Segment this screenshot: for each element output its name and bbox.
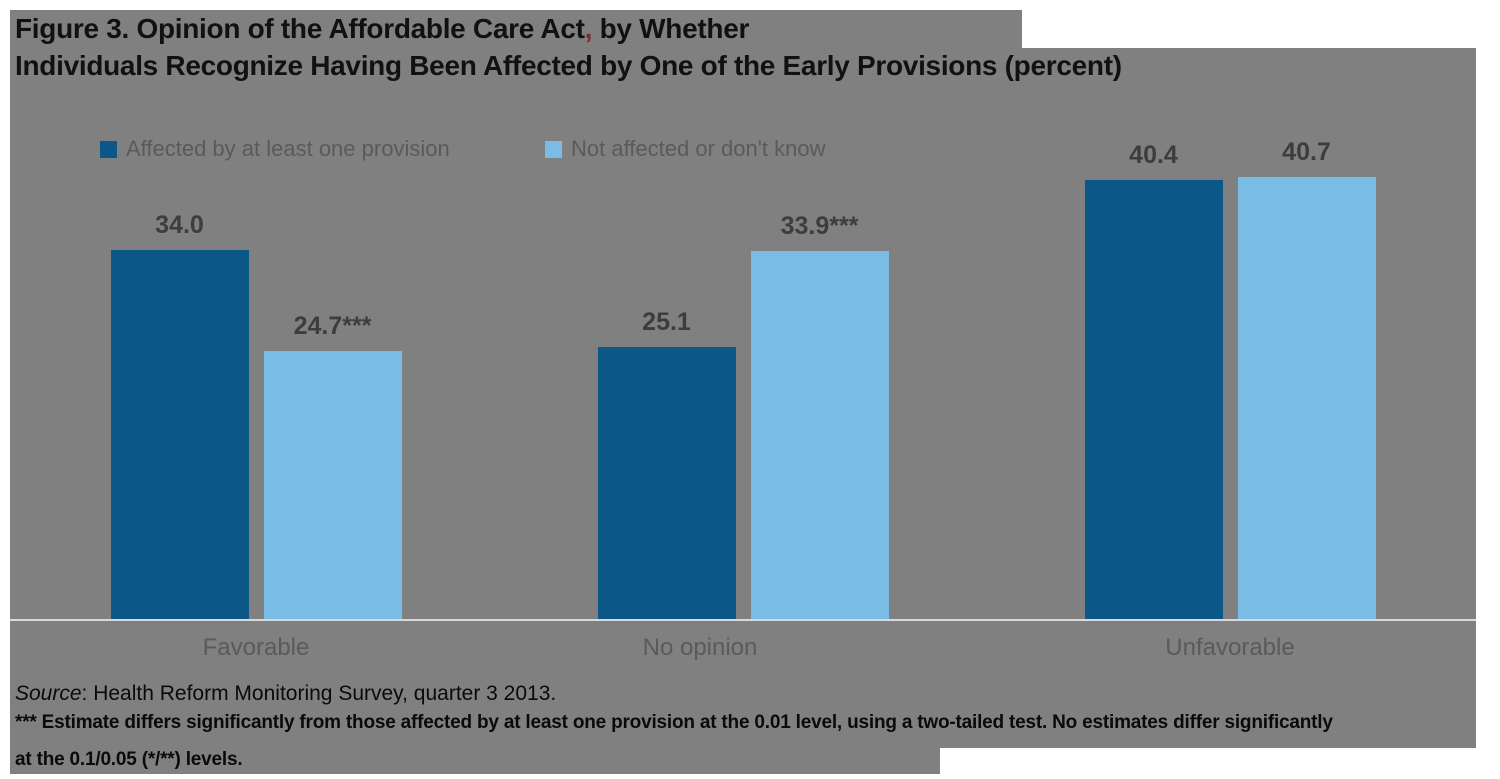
- category-label-no-opinion: No opinion: [642, 634, 758, 661]
- bar-no-opinion-not-affected: [750, 251, 889, 620]
- footnote-background-band: at the 0.1/0.05 (*/**) levels.: [10, 748, 940, 774]
- figure-title-red-comma: ,: [584, 13, 593, 44]
- category-label-unfavorable: Unfavorable: [1165, 634, 1295, 661]
- legend-swatch-dark-blue-icon: [100, 140, 117, 158]
- value-label-favorable-affected: 34.0: [155, 211, 204, 239]
- legend-item-affected: Affected by at least one provision: [100, 136, 450, 162]
- source-note: Source: Health Reform Monitoring Survey,…: [15, 682, 556, 706]
- x-axis-baseline: [10, 619, 1476, 621]
- bar-favorable-not-affected: [263, 351, 402, 620]
- figure-title-line1-text: Figure 3. Opinion of the Affordable Care…: [15, 13, 585, 44]
- bar-no-opinion-affected: [597, 347, 736, 620]
- significance-note-line1: *** Estimate differs significantly from …: [15, 712, 1333, 733]
- significance-note-line2: at the 0.1/0.05 (*/**) levels.: [15, 749, 243, 770]
- bar-unfavorable-not-affected: [1237, 177, 1376, 620]
- legend-label-not-affected: Not affected or don't know: [571, 136, 826, 161]
- bar-unfavorable-affected: [1084, 180, 1223, 620]
- figure-title-line1: Figure 3. Opinion of the Affordable Care…: [15, 13, 749, 45]
- chart-background: Individuals Recognize Having Been Affect…: [10, 48, 1476, 748]
- value-label-no-opinion-not-affected: 33.9***: [780, 212, 859, 240]
- figure-title-line2: Individuals Recognize Having Been Affect…: [15, 50, 1122, 81]
- bar-favorable-affected: [110, 250, 249, 620]
- legend-label-affected: Affected by at least one provision: [126, 136, 450, 161]
- legend-swatch-light-blue-icon: [545, 140, 562, 158]
- legend-item-not-affected: Not affected or don't know: [545, 136, 826, 162]
- value-label-unfavorable-not-affected: 40.7: [1282, 138, 1331, 166]
- plot-area: 34.0 24.7*** 25.1 33.9*** 40.4 40.7: [10, 48, 1476, 620]
- value-label-unfavorable-affected: 40.4: [1129, 141, 1178, 169]
- category-label-favorable: Favorable: [202, 634, 310, 661]
- figure-title-line1-rest: by Whether: [592, 13, 750, 44]
- value-label-favorable-not-affected: 24.7***: [293, 312, 372, 340]
- source-label: Source: [15, 682, 82, 705]
- source-text: : Health Reform Monitoring Survey, quart…: [81, 682, 557, 705]
- title-background-band: Figure 3. Opinion of the Affordable Care…: [10, 10, 1022, 48]
- value-label-no-opinion-affected: 25.1: [642, 308, 691, 336]
